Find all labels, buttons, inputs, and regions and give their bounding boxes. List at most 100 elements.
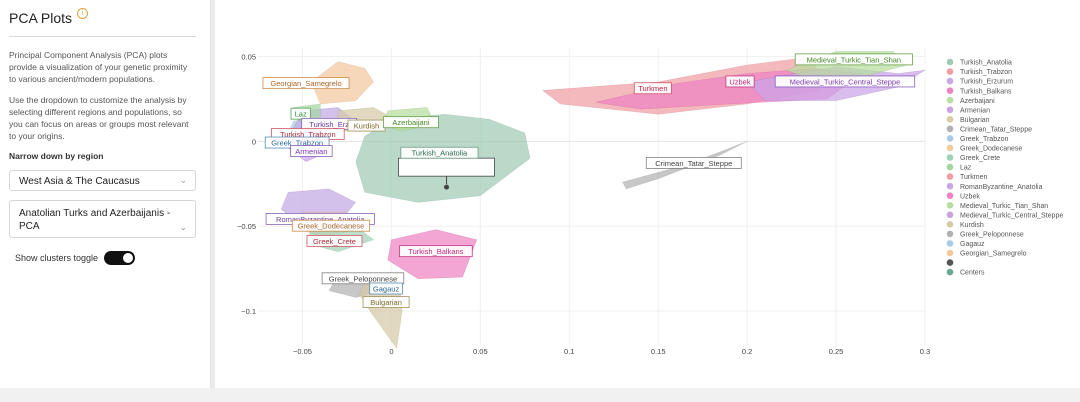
x-tick-label: −0.05 bbox=[293, 347, 312, 356]
legend-item: Greek_Trabzon bbox=[960, 136, 1008, 143]
cluster-label: Greek_Peloponnese bbox=[329, 274, 397, 283]
legend-marker bbox=[946, 192, 954, 199]
legend-marker bbox=[946, 96, 954, 104]
legend-marker bbox=[946, 125, 954, 133]
cluster-label: Uzbek bbox=[729, 77, 751, 86]
population-select[interactable]: Anatolian Turks and Azerbaijanis - PCA ⌄ bbox=[9, 200, 196, 238]
pca-chart[interactable]: −0.05 0 0.05 0.1 0.15 0.2 0.25 0.3 0.05 0 −0.05 −0.… bbox=[215, 0, 1080, 388]
cluster-label: Medieval_Turkic_Central_Steppe bbox=[790, 77, 901, 86]
sidebar: PCA Plots i Principal Component Analysis… bbox=[0, 0, 211, 388]
cluster-label: Bulgarian bbox=[370, 298, 402, 307]
legend-item: Greek_Dodecanese bbox=[960, 146, 1022, 153]
cluster-label-box bbox=[369, 282, 403, 295]
cluster-label-box bbox=[290, 145, 333, 157]
legend-item: Crimean_Tatar_Steppe bbox=[960, 126, 1032, 133]
y-tick-label: 0.05 bbox=[241, 52, 256, 61]
cluster-label: Gagauz bbox=[373, 284, 400, 293]
cluster-label: Greek_Trabzon bbox=[271, 139, 323, 148]
cluster-label: Turkish_Erz bbox=[309, 120, 349, 129]
cluster-label-box bbox=[633, 82, 672, 95]
region-select-value: West Asia & The Caucasus bbox=[19, 176, 140, 187]
divider bbox=[9, 36, 196, 37]
legend-marker bbox=[946, 144, 954, 152]
clusters-toggle[interactable] bbox=[104, 251, 136, 265]
cluster-label: Turkmen bbox=[638, 84, 667, 93]
legend-marker bbox=[946, 268, 954, 276]
legend-item: Bulgarian bbox=[960, 117, 990, 124]
title-row: PCA Plots i bbox=[9, 8, 201, 26]
cluster-label: Turkish_Anatolia bbox=[412, 149, 468, 158]
legend-item: Turkish_Trabzon bbox=[960, 69, 1012, 76]
y-tick-label: 0 bbox=[252, 137, 256, 146]
legend-item: Armenian bbox=[960, 107, 990, 114]
legend-item: Gagauz bbox=[960, 241, 985, 248]
cluster-label: Turkish_Balkans bbox=[408, 247, 463, 256]
legend-marker bbox=[946, 249, 954, 257]
legend-marker bbox=[946, 240, 954, 247]
cluster-label-box bbox=[262, 77, 350, 90]
legend-item: Azerbaijani bbox=[960, 98, 995, 105]
legend-marker bbox=[946, 173, 954, 180]
legend-marker bbox=[946, 259, 954, 266]
main-panel: −0.05 0 0.05 0.1 0.15 0.2 0.25 0.3 0.05 0 −0.05 −0.… bbox=[215, 0, 1080, 388]
cluster-label-box bbox=[400, 146, 479, 159]
chevron-down-icon: ⌄ bbox=[179, 222, 187, 232]
legend-marker bbox=[946, 211, 954, 219]
legend-item: Medieval_Turkic_Tian_Shan bbox=[960, 203, 1048, 210]
clusters-toggle-row: Show clusters toggle bbox=[9, 251, 201, 265]
user-tooltip-box bbox=[398, 157, 495, 177]
legend-item: Kurdish bbox=[960, 222, 984, 229]
legend-item: Turkish_Erzurum bbox=[960, 79, 1013, 86]
legend-item: Laz bbox=[960, 165, 972, 172]
cluster-label: Georgian_Samegrelo bbox=[270, 79, 341, 88]
cluster-label: Medieval_Turkic_Tian_Shan bbox=[807, 55, 902, 64]
legend-marker bbox=[946, 201, 954, 209]
legend-item: Greek_Crete bbox=[960, 155, 1000, 162]
legend-item: Medieval_Turkic_Central_Steppe bbox=[960, 212, 1063, 219]
population-select-value: Anatolian Turks and Azerbaijanis - PCA bbox=[19, 208, 171, 232]
cluster-label: Greek_Crete bbox=[313, 237, 356, 246]
legend-item: Greek_Peloponnese bbox=[960, 232, 1024, 239]
cluster-label-box bbox=[399, 245, 473, 258]
info-icon[interactable]: i bbox=[77, 8, 89, 19]
description-paragraph: Principal Component Analysis (PCA) plots… bbox=[9, 50, 188, 84]
cluster-label-box bbox=[362, 296, 410, 308]
x-tick-label: 0.2 bbox=[742, 347, 752, 356]
cluster-label-box bbox=[306, 235, 363, 247]
legend-marker bbox=[946, 163, 954, 171]
narrow-down-label: Narrow down by region bbox=[9, 151, 104, 161]
legend-marker bbox=[946, 230, 954, 238]
cluster-label-box bbox=[291, 219, 370, 232]
y-tick-label: −0.05 bbox=[237, 222, 256, 231]
x-tick-label: 0.3 bbox=[920, 347, 930, 356]
legend-item: Centers bbox=[960, 270, 985, 277]
legend-item: Turkish_Anatolia bbox=[960, 60, 1012, 67]
legend-marker bbox=[946, 106, 954, 114]
legend-item: Uzbek bbox=[960, 193, 980, 200]
cluster-label: Kurdish bbox=[354, 122, 379, 131]
instruction-paragraph: Use the dropdown to customize the analys… bbox=[9, 95, 189, 141]
toggle-knob bbox=[123, 253, 134, 263]
legend-item: Turkmen bbox=[960, 174, 987, 181]
legend-marker bbox=[946, 87, 954, 94]
region-select[interactable]: West Asia & The Caucasus ⌄ bbox=[9, 170, 196, 191]
cluster-label-box bbox=[645, 157, 742, 169]
x-tick-label: 0.05 bbox=[473, 347, 488, 356]
x-tick-label: 0.1 bbox=[564, 347, 574, 356]
legend-marker bbox=[946, 77, 954, 85]
legend-marker bbox=[946, 154, 954, 161]
footer-bar bbox=[0, 388, 1080, 402]
clusters-toggle-label: Show clusters toggle bbox=[15, 253, 99, 263]
cluster-label: Armenian bbox=[295, 147, 327, 156]
y-tick-label: −0.1 bbox=[241, 307, 256, 316]
x-tick-label: 0.25 bbox=[829, 347, 844, 356]
cluster-label-box bbox=[794, 53, 913, 66]
legend-item: RomanByzantine_Anatolia bbox=[960, 184, 1043, 191]
cluster-label-box bbox=[321, 272, 405, 285]
page-title: PCA Plots bbox=[9, 10, 73, 26]
x-tick-label: 0.15 bbox=[651, 347, 666, 356]
cluster-label: Greek_Dodecanese bbox=[298, 222, 365, 231]
cluster-label: RomanByzantine_Anatolia bbox=[276, 215, 365, 224]
x-tick-label: 0 bbox=[389, 347, 393, 356]
cluster-label-box bbox=[290, 107, 311, 120]
